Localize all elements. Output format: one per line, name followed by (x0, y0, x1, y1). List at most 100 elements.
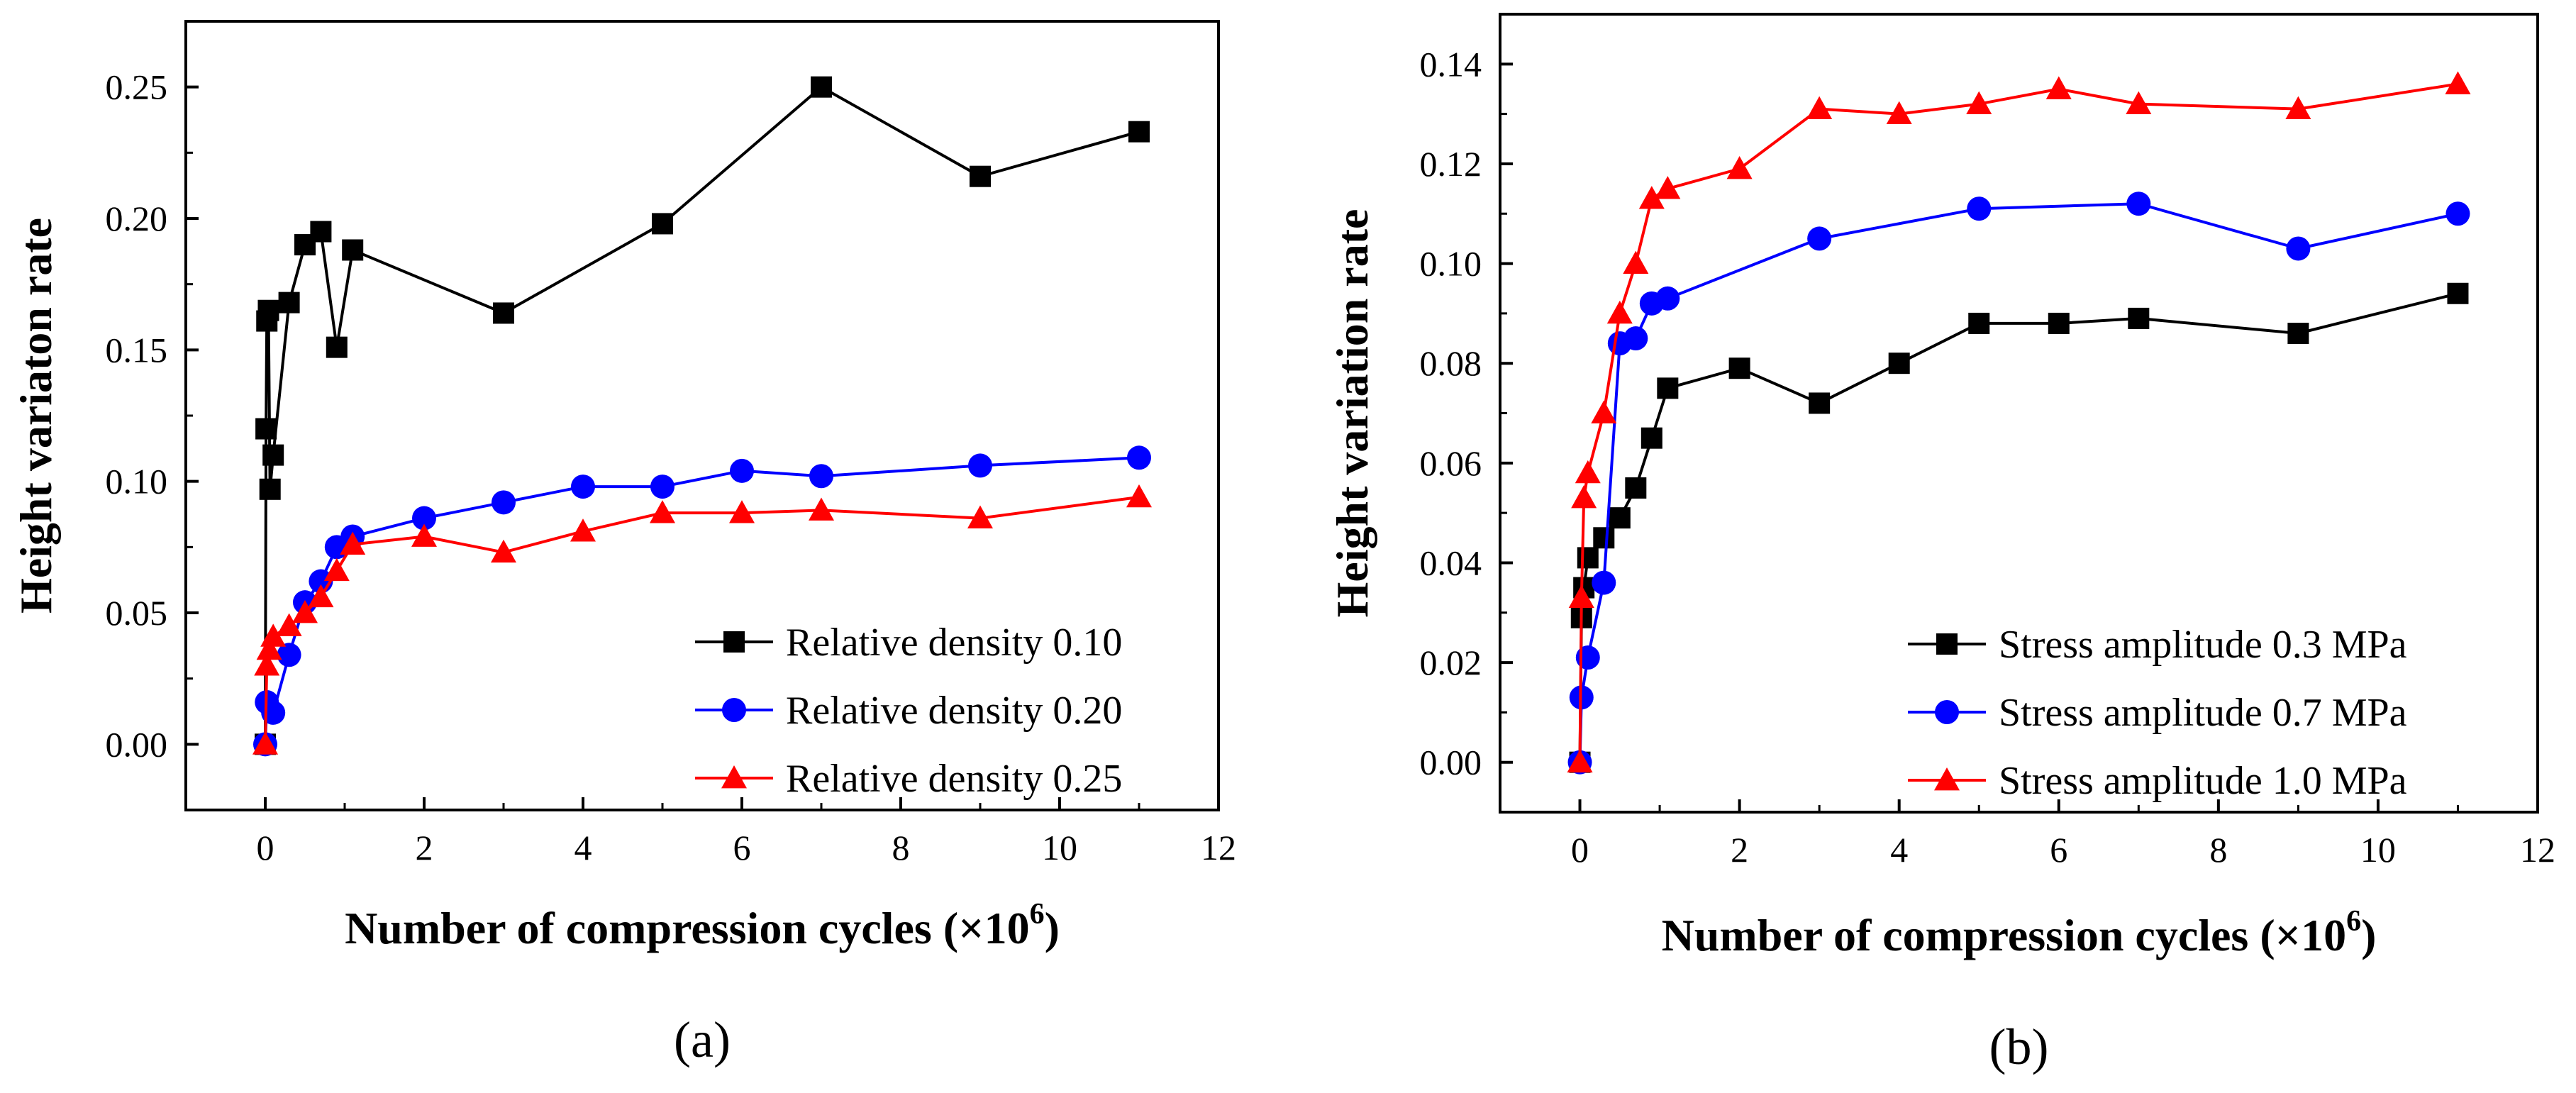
data-point-a-2 (968, 453, 992, 478)
data-point-a-1 (278, 292, 300, 314)
data-point-b-3 (2126, 91, 2152, 114)
y-axis-title-a: Height variaton rate (11, 218, 61, 614)
data-point-a-1 (262, 444, 284, 466)
x-axis-title-sup-a: 6 (1030, 898, 1045, 931)
data-point-a-3 (650, 500, 675, 523)
data-point-b-3 (1623, 250, 1649, 274)
data-point-a-3 (276, 613, 302, 636)
y-tick-label-b: 0.06 (1420, 443, 1482, 483)
data-point-b-1 (1640, 427, 1662, 449)
series-line-a-2 (264, 456, 1140, 745)
data-point-a-1 (811, 76, 832, 98)
data-point-b-3 (1966, 91, 1992, 114)
legend-label-b-2: Stress amplitude 0.7 MPa (1999, 691, 2407, 735)
legend-marker-a-3 (721, 765, 747, 789)
data-point-a-3 (260, 623, 287, 647)
data-point-b-1 (2128, 307, 2150, 329)
data-point-a-1 (342, 239, 364, 261)
y-tick-label-b: 0.04 (1420, 543, 1482, 582)
x-axis-title-close-b: ) (2361, 910, 2376, 960)
legend-marker-a-2 (722, 698, 746, 722)
data-point-a-3 (323, 557, 350, 582)
data-point-a-3 (308, 584, 334, 608)
y-tick-label-a: 0.15 (106, 330, 168, 370)
x-tick-label-b: 4 (1890, 830, 1908, 870)
x-tick-label-b: 6 (2050, 830, 2067, 870)
data-point-b-3 (1567, 749, 1593, 773)
data-point-b-1 (1657, 377, 1679, 399)
data-point-b-3 (1591, 400, 1617, 423)
data-point-a-2 (809, 464, 833, 489)
x-tick-label-a: 4 (574, 828, 592, 867)
data-point-a-2 (650, 475, 674, 499)
y-tick-label-b: 0.14 (1420, 44, 1482, 84)
data-point-a-3 (256, 636, 282, 660)
data-point-a-1 (1128, 121, 1150, 143)
data-point-b-3 (1655, 176, 1681, 199)
data-point-b-2 (1967, 196, 1992, 221)
data-point-b-3 (1726, 155, 1753, 179)
legend-marker-b-2 (1935, 700, 1959, 724)
data-point-a-3 (570, 518, 596, 542)
legend-label-a-1: Relative density 0.10 (786, 621, 1122, 665)
panel-label-a: (a) (674, 1011, 731, 1068)
data-point-a-1 (326, 336, 348, 358)
data-point-a-3 (292, 600, 318, 623)
data-point-a-1 (310, 221, 332, 243)
x-tick-label-a: 12 (1201, 828, 1236, 867)
legend-label-a-3: Relative density 0.25 (786, 757, 1122, 801)
x-tick-label-b: 2 (1731, 830, 1748, 870)
data-point-b-2 (1592, 570, 1616, 595)
panel-a: 0 2 4 6 8 10 12 0.00 0.05 0.10 0.15 0.20 0.25 Height … (11, 20, 1236, 1068)
x-tick-label-a: 8 (892, 828, 910, 867)
y-tick-label-b: 0.02 (1420, 643, 1482, 682)
data-point-b-1 (1968, 312, 1990, 334)
data-point-b-2 (2126, 192, 2151, 216)
data-point-a-1 (652, 213, 673, 235)
x-axis-title-close-a: ) (1045, 903, 1060, 953)
data-point-b-3 (2285, 96, 2311, 119)
data-point-b-2 (2445, 201, 2470, 226)
panel-label-b: (b) (1989, 1019, 2049, 1075)
data-point-a-1 (493, 302, 514, 324)
data-point-b-2 (1807, 226, 1832, 251)
data-point-a-1 (259, 478, 281, 500)
y-tick-label-b: 0.08 (1420, 343, 1482, 383)
data-point-a-2 (492, 490, 516, 515)
data-point-b-1 (2048, 312, 2070, 334)
data-point-a-3 (809, 497, 834, 521)
data-point-b-1 (1888, 353, 1910, 374)
data-point-b-1 (1625, 477, 1647, 499)
data-point-b-3 (1571, 485, 1597, 509)
y-tick-label-a: 0.05 (106, 593, 168, 633)
y-tick-label-a: 0.10 (106, 462, 168, 501)
x-tick-label-b: 10 (2360, 830, 2396, 870)
legend-label-b-1: Stress amplitude 0.3 MPa (1999, 623, 2407, 667)
data-point-b-2 (2286, 236, 2311, 261)
data-point-a-2 (1127, 445, 1151, 470)
y-tick-label-a: 0.00 (106, 724, 168, 764)
data-point-b-1 (1593, 527, 1615, 549)
data-point-a-3 (340, 531, 366, 555)
data-point-a-3 (252, 731, 278, 755)
legend-label-b-3: Stress amplitude 1.0 MPa (1999, 759, 2407, 803)
x-tick-label-a: 10 (1042, 828, 1077, 867)
x-axis-title-main-a: Number of compression cycles (×10 (345, 903, 1030, 953)
x-tick-label-a: 0 (257, 828, 274, 867)
data-point-b-3 (1575, 460, 1601, 484)
data-point-b-2 (1623, 326, 1648, 351)
data-point-a-3 (491, 539, 516, 563)
x-tick-label-a: 2 (416, 828, 433, 867)
data-point-b-1 (2287, 323, 2309, 344)
panel-b: 0 2 4 6 8 10 12 0.00 0.02 0.04 0.06 0.08 0.10 0.12 0.1… (1327, 13, 2555, 1075)
data-point-b-2 (1655, 286, 1680, 311)
data-point-b-3 (1806, 96, 1833, 119)
data-point-b-3 (1638, 186, 1665, 209)
data-point-b-1 (1728, 357, 1750, 379)
data-point-b-3 (1606, 300, 1633, 324)
y-tick-label-a: 0.25 (106, 67, 168, 107)
data-point-a-3 (411, 523, 437, 547)
data-point-a-1 (255, 418, 277, 440)
